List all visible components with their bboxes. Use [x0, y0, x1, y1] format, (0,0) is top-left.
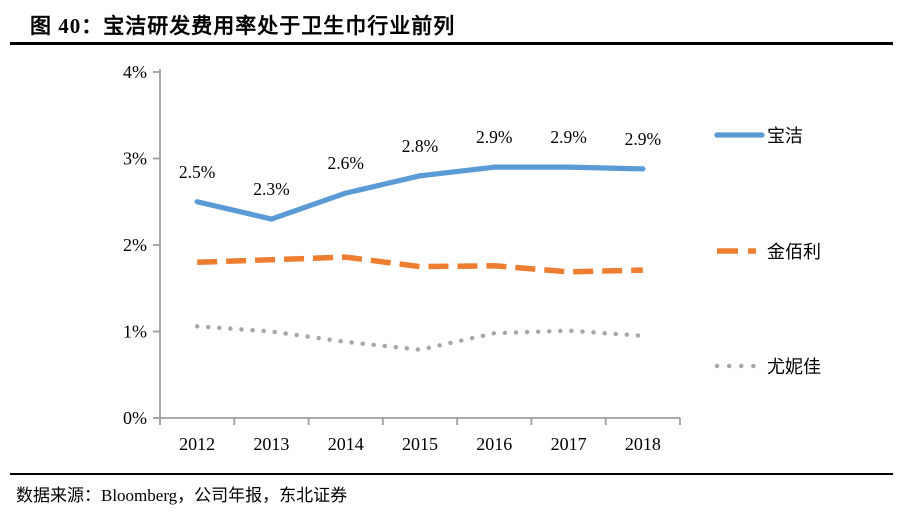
legend-label-pg: 宝洁	[767, 126, 803, 146]
x-axis-label: 2014	[328, 434, 364, 454]
x-axis-label: 2016	[476, 434, 512, 454]
legend-label-unicharm: 尤妮佳	[767, 357, 821, 377]
data-label-pg: 2.9%	[476, 127, 512, 147]
figure-title: 图 40：宝洁研发费用率处于卫生巾行业前列	[30, 14, 456, 38]
source-divider-rule	[10, 473, 893, 475]
x-axis-label: 2012	[179, 434, 215, 454]
y-axis-label: 0%	[123, 408, 147, 428]
data-source-text: 数据来源：Bloomberg，公司年报，东北证券	[16, 486, 348, 505]
data-label-pg: 2.3%	[253, 179, 289, 199]
title-underline-rule	[10, 42, 893, 45]
x-axis-label: 2015	[402, 434, 438, 454]
data-label-pg: 2.6%	[327, 153, 363, 173]
y-axis-label: 2%	[123, 235, 147, 255]
series-line-kimberly-clark	[197, 254, 643, 275]
data-label-pg: 2.8%	[402, 136, 438, 156]
x-axis-label: 2017	[551, 434, 587, 454]
data-label-pg: 2.5%	[179, 162, 215, 182]
series-line-pg	[194, 164, 646, 222]
legend-label-kimberly-clark: 金佰利	[767, 242, 821, 262]
y-axis-label: 4%	[123, 62, 147, 82]
y-axis-label: 1%	[123, 322, 147, 342]
data-label-pg: 2.9%	[550, 127, 586, 147]
series-line-unicharm	[194, 324, 646, 352]
y-axis-label: 3%	[123, 149, 147, 169]
x-axis-label: 2018	[625, 434, 661, 454]
data-label-pg: 2.9%	[625, 129, 661, 149]
x-axis-label: 2013	[253, 434, 289, 454]
